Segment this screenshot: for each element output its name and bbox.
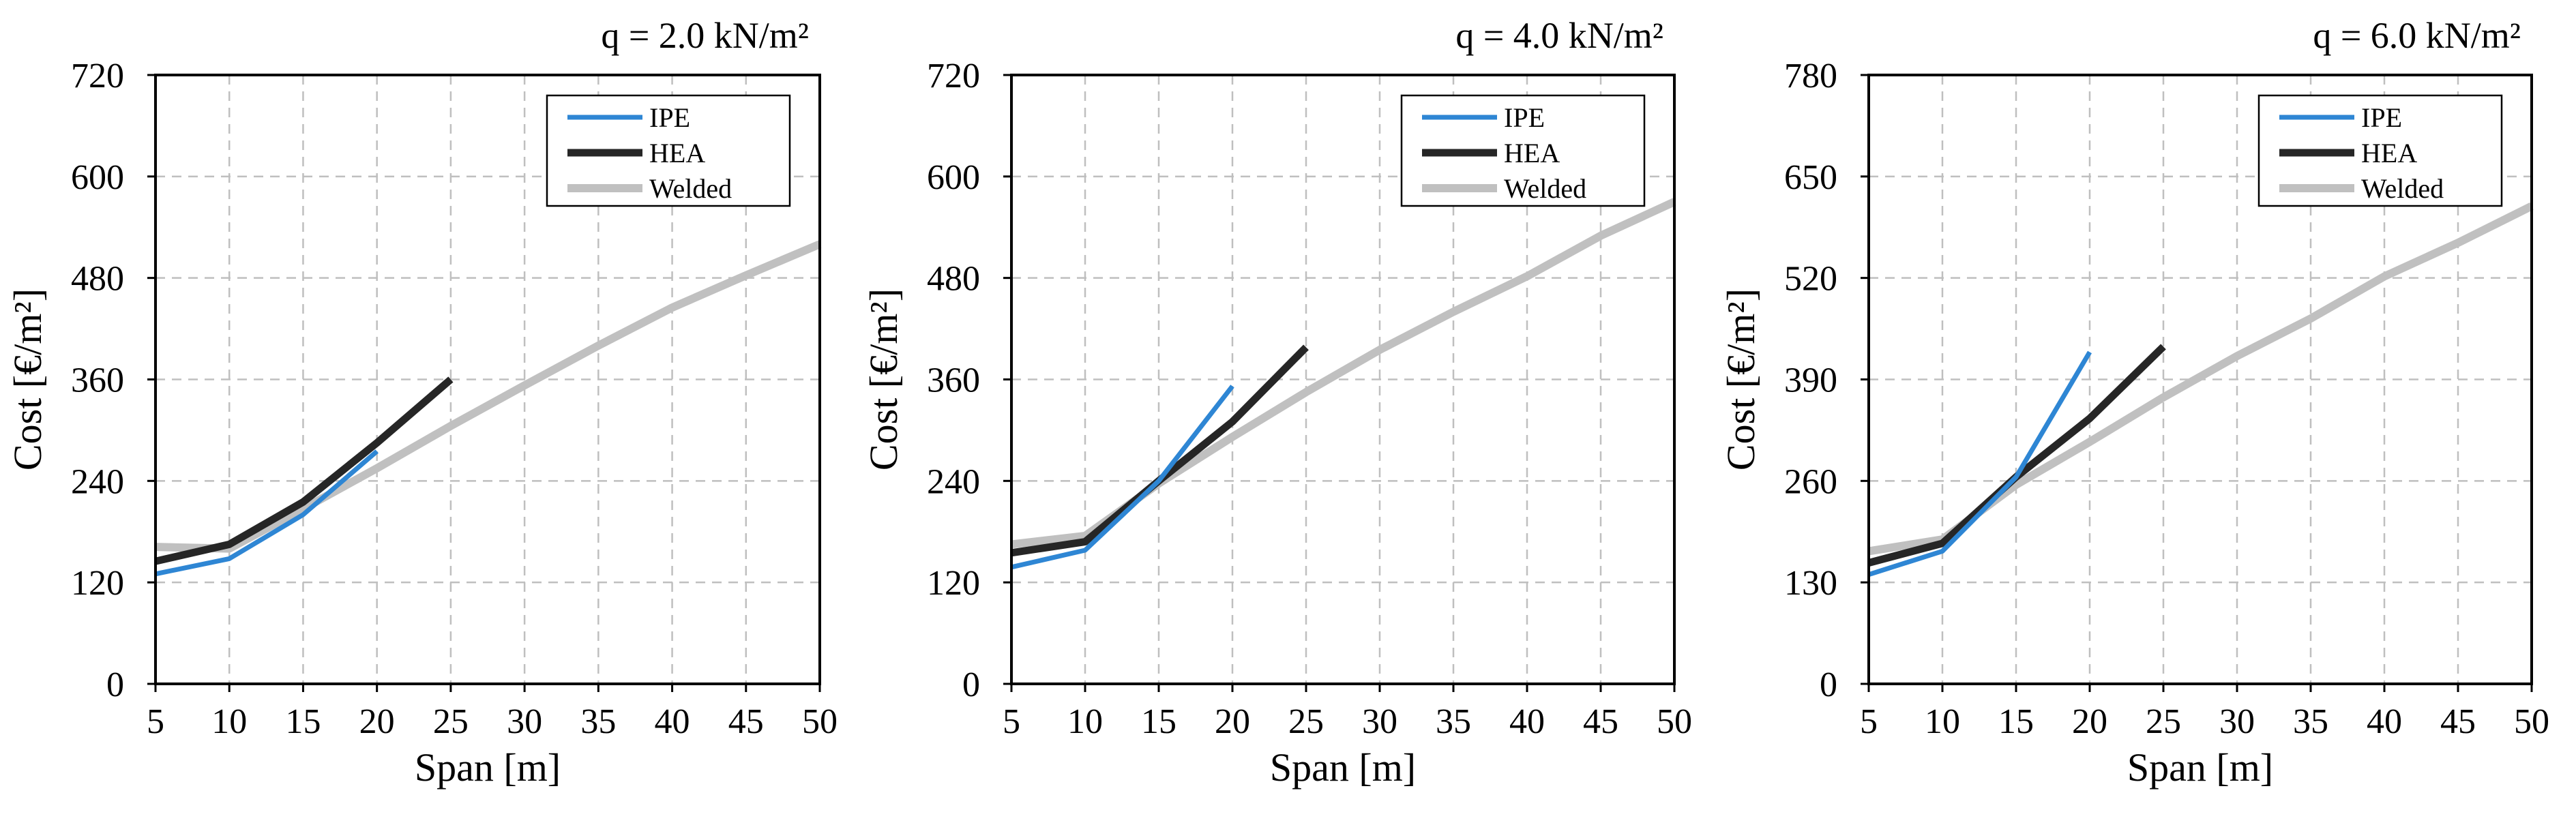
x-tick-label: 25 xyxy=(2146,702,2181,741)
chart-title: q = 4.0 kN/m² xyxy=(1455,15,1663,56)
x-axis-label: Span [m] xyxy=(415,745,561,790)
x-tick-label: 50 xyxy=(1657,702,1692,741)
x-tick-label: 45 xyxy=(1583,702,1618,741)
x-tick-label: 50 xyxy=(802,702,838,741)
y-tick-label: 720 xyxy=(927,57,980,95)
y-tick-label: 360 xyxy=(71,361,124,400)
legend: IPE HEA Welded xyxy=(546,94,791,207)
y-axis-label: Cost [€/m²] xyxy=(5,288,50,470)
y-tick-label: 240 xyxy=(71,462,124,501)
legend-label-hea: HEA xyxy=(2361,138,2417,168)
x-tick-label: 40 xyxy=(2367,702,2402,741)
y-tick-label: 130 xyxy=(1784,564,1837,603)
x-tick-label: 35 xyxy=(2293,702,2328,741)
chart-title: q = 2.0 kN/m² xyxy=(601,15,809,56)
x-tick-label: 20 xyxy=(2072,702,2107,741)
legend-label-ipe: IPE xyxy=(1504,102,1545,133)
chart-panel-2: 5 10 15 20 25 30 35 40 45 50 0 120 240 360 480 600 720 Sp… xyxy=(861,15,1692,790)
series-line-welded xyxy=(1011,198,1676,549)
legend-label-welded: Welded xyxy=(649,173,732,204)
x-tick-label: 5 xyxy=(1003,702,1020,741)
legend: IPE HEA Welded xyxy=(1400,94,1646,207)
x-tick-label: 45 xyxy=(2440,702,2476,741)
legend-label-welded: Welded xyxy=(2361,173,2444,204)
y-tick-label: 600 xyxy=(71,158,124,197)
x-axis-label: Span [m] xyxy=(1270,745,1416,790)
y-tick-label: 120 xyxy=(71,564,124,603)
x-tick-label: 40 xyxy=(1509,702,1545,741)
y-tick-label: 260 xyxy=(1784,462,1837,501)
y-tick-label: 720 xyxy=(71,57,124,95)
legend-label-hea: HEA xyxy=(1504,138,1560,168)
chart-panel-3: 5 10 15 20 25 30 35 40 45 50 0 130 260 390 520 650 780 Sp… xyxy=(1719,15,2549,790)
x-tick-label: 5 xyxy=(147,702,164,741)
series-line-ipe xyxy=(155,449,379,577)
x-tick-label: 5 xyxy=(1860,702,1878,741)
y-tick-label: 600 xyxy=(927,158,980,197)
x-tick-label: 15 xyxy=(1998,702,2034,741)
chart-title: q = 6.0 kN/m² xyxy=(2313,15,2521,56)
x-tick-label: 30 xyxy=(507,702,542,741)
y-tick-label: 240 xyxy=(927,462,980,501)
y-axis-label: Cost [€/m²] xyxy=(861,288,906,470)
y-tick-label: 480 xyxy=(927,260,980,299)
series-line-ipe xyxy=(1011,385,1234,570)
legend-label-ipe: IPE xyxy=(2361,102,2402,133)
legend-label-hea: HEA xyxy=(649,138,705,168)
x-axis-label: Span [m] xyxy=(2127,745,2273,790)
x-tick-label: 10 xyxy=(211,702,247,741)
x-tick-label: 20 xyxy=(359,702,395,741)
y-axis-label: Cost [€/m²] xyxy=(1719,288,1763,470)
y-tick-label: 520 xyxy=(1784,260,1837,299)
x-tick-label: 35 xyxy=(1436,702,1471,741)
x-tick-label: 15 xyxy=(285,702,321,741)
x-tick-label: 20 xyxy=(1215,702,1250,741)
chart-panel-1: 5 10 15 20 25 30 35 40 45 50 0 120 240 360 480 600 720 Sp… xyxy=(5,15,838,790)
series-line-ipe xyxy=(1867,350,2092,578)
x-tick-label: 30 xyxy=(1362,702,1397,741)
y-tick-label: 390 xyxy=(1784,361,1837,400)
series-line-welded xyxy=(155,240,822,553)
x-tick-label: 10 xyxy=(1067,702,1103,741)
series-line-hea xyxy=(154,376,454,565)
x-tick-label: 50 xyxy=(2514,702,2549,741)
y-tick-label: 0 xyxy=(106,665,124,704)
y-tick-label: 0 xyxy=(962,665,980,704)
legend-label-welded: Welded xyxy=(1504,173,1586,204)
x-tick-label: 40 xyxy=(655,702,690,741)
y-tick-label: 480 xyxy=(71,260,124,299)
y-tick-label: 650 xyxy=(1784,158,1837,197)
y-tick-label: 0 xyxy=(1820,665,1837,704)
y-tick-label: 780 xyxy=(1784,57,1837,95)
x-tick-label: 35 xyxy=(580,702,616,741)
y-tick-label: 120 xyxy=(927,564,980,603)
x-tick-label: 10 xyxy=(1925,702,1960,741)
legend-label-ipe: IPE xyxy=(649,102,690,133)
y-tick-label: 360 xyxy=(927,361,980,400)
x-tick-label: 15 xyxy=(1141,702,1176,741)
x-tick-label: 45 xyxy=(728,702,764,741)
x-tick-label: 30 xyxy=(2219,702,2255,741)
x-tick-label: 25 xyxy=(433,702,469,741)
x-tick-label: 25 xyxy=(1288,702,1324,741)
legend: IPE HEA Welded xyxy=(2257,94,2503,207)
